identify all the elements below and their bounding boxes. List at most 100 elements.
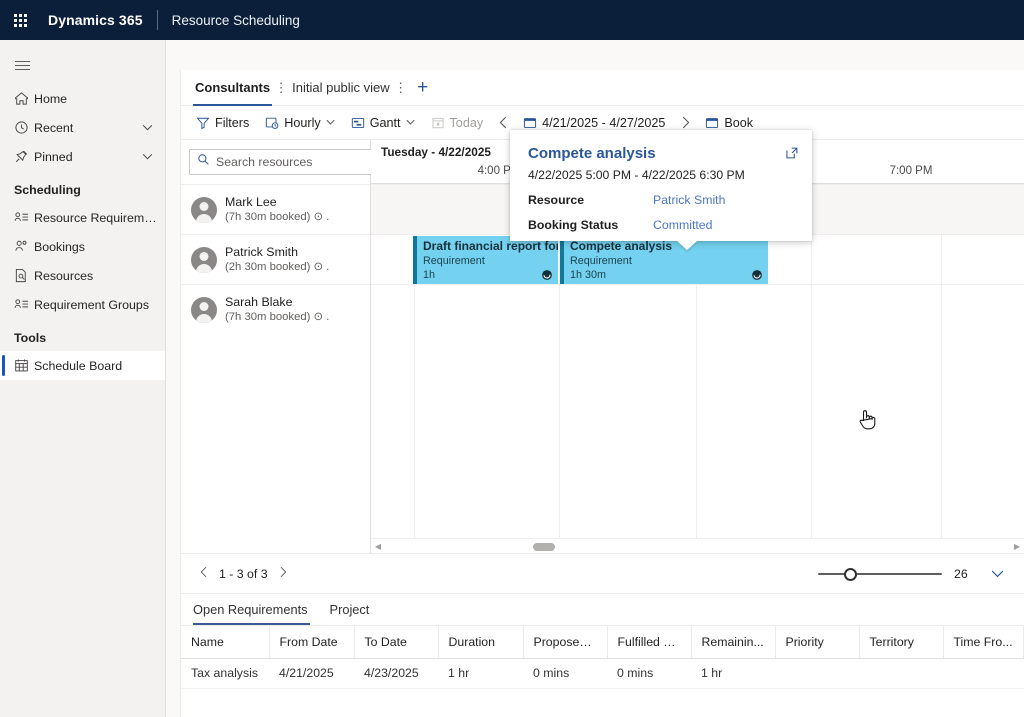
scrollbar-thumb[interactable] [533, 542, 555, 551]
sidebar-item-label: Bookings [34, 239, 85, 254]
sidebar-item-resources[interactable]: Resources [0, 261, 165, 290]
tooltip-field-resource: Resource Patrick Smith [528, 193, 796, 207]
date-range-button[interactable]: 4/21/2025 - 4/27/2025 [516, 110, 672, 136]
table-row[interactable]: Tax analysis 4/21/2025 4/23/2025 1 hr 0 … [181, 658, 1024, 689]
search-resources-box[interactable] [189, 149, 383, 175]
timeline-row[interactable] [371, 284, 1024, 334]
tooltip-title[interactable]: Compete analysis [528, 145, 656, 162]
cell-fulfilled: 0 mins [607, 658, 691, 689]
conflict-icon [541, 268, 553, 280]
tab-consultants[interactable]: Consultants [193, 70, 273, 106]
chevron-down-icon[interactable] [142, 123, 157, 133]
column-header-time-from[interactable]: Time Fro... [943, 626, 1024, 659]
sidebar-item-resource-requirements[interactable]: Resource Requireme... [0, 203, 165, 232]
grid-line [941, 184, 942, 553]
home-icon [14, 91, 34, 107]
calendar-icon [523, 116, 537, 130]
scroll-right-icon[interactable]: ▶ [1013, 541, 1021, 551]
tooltip-field-value[interactable]: Patrick Smith [653, 193, 726, 207]
chevron-down-icon[interactable] [405, 118, 415, 127]
tooltip-field-booking-status: Booking Status Committed [528, 218, 796, 232]
search-resources-input[interactable] [216, 155, 375, 169]
column-header-territory[interactable]: Territory [859, 626, 944, 659]
sidebar-collapse-button[interactable] [0, 46, 44, 84]
sidebar-item-label: Pinned [34, 149, 73, 164]
tab-consultants-menu-icon[interactable]: ⋮ [274, 80, 288, 95]
app-launcher-icon [13, 13, 27, 27]
book-label: Book [724, 115, 754, 130]
book-button[interactable]: Book [698, 110, 760, 136]
sidebar-item-home[interactable]: Home [0, 84, 165, 113]
prev-period-button[interactable] [492, 110, 514, 136]
cell-priority [775, 658, 859, 689]
booking-block[interactable]: Draft financial report for Requirement 1… [413, 236, 558, 284]
next-period-button[interactable] [674, 110, 696, 136]
tab-initial-public-view-menu-icon[interactable]: ⋮ [394, 80, 408, 95]
clock-view-icon [265, 116, 279, 130]
sidebar-item-requirement-groups[interactable]: Requirement Groups [0, 290, 165, 319]
app-launcher-button[interactable] [0, 0, 40, 40]
column-header-from-date[interactable]: From Date [269, 626, 355, 659]
resources-icon [14, 268, 34, 284]
previous-page-button[interactable] [193, 566, 215, 581]
grid-line [414, 184, 415, 553]
resource-row[interactable]: Mark Lee (7h 30m booked) ⊙ . [181, 184, 370, 234]
sidebar-item-recent[interactable]: Recent [0, 113, 165, 142]
gantt-button[interactable]: Gantt [344, 110, 422, 136]
next-page-button[interactable] [272, 566, 294, 581]
tooltip-field-value[interactable]: Committed [653, 218, 713, 232]
gantt-icon [351, 116, 365, 130]
zoom-slider[interactable] [818, 567, 942, 581]
sidebar-item-bookings[interactable]: Bookings [0, 232, 165, 261]
booking-block[interactable]: Compete analysis Requirement 1h 30m [560, 236, 768, 284]
sidebar-group-tools: Tools [14, 331, 47, 345]
requirements-table: Name From Date To Date Duration Proposed… [181, 626, 1024, 689]
scrollbar-track[interactable] [385, 539, 1010, 554]
filters-label: Filters [215, 115, 250, 130]
cell-territory [859, 658, 943, 689]
brand-title[interactable]: Dynamics 365 [48, 12, 143, 28]
booking-title: Compete analysis [570, 239, 673, 253]
app-module-name[interactable]: Resource Scheduling [171, 12, 300, 28]
search-icon [197, 153, 210, 171]
sidebar-item-label: Resource Requireme... [34, 210, 157, 225]
column-header-to-date[interactable]: To Date [354, 626, 439, 659]
timeline-horizontal-scrollbar[interactable]: ◀ ▶ [371, 538, 1024, 553]
tooltip-field-label: Resource [528, 193, 585, 207]
collapse-panel-button[interactable] [984, 561, 1010, 587]
sidebar-item-pinned[interactable]: Pinned [0, 142, 165, 171]
pager-right-controls: 26 [818, 561, 1010, 587]
resource-row[interactable]: Patrick Smith (2h 30m booked) ⊙ . [181, 234, 370, 284]
today-icon [431, 116, 445, 130]
column-header-name[interactable]: Name [181, 626, 270, 659]
sidebar-item-schedule-board[interactable]: Schedule Board [0, 351, 165, 380]
tab-project[interactable]: Project [329, 602, 370, 617]
requirement-group-icon [14, 297, 34, 313]
column-header-fulfilled[interactable]: Fulfilled D... [607, 626, 692, 659]
column-header-proposed[interactable]: Proposed ... [523, 626, 608, 659]
column-header-priority[interactable]: Priority [775, 626, 860, 659]
add-tab-button[interactable]: + [417, 76, 429, 98]
tab-initial-public-view[interactable]: Initial public view [292, 80, 390, 95]
tab-open-requirements[interactable]: Open Requirements [193, 594, 322, 625]
resource-row[interactable]: Sarah Blake (7h 30m booked) ⊙ . [181, 284, 370, 334]
today-button[interactable]: Today [424, 110, 491, 136]
slider-thumb[interactable] [844, 567, 857, 581]
booking-duration: 1h 30m [570, 269, 607, 281]
cell-name[interactable]: Tax analysis [181, 658, 269, 689]
scroll-left-icon[interactable]: ◀ [374, 541, 382, 551]
column-header-duration[interactable]: Duration [438, 626, 524, 659]
requirement-icon [14, 210, 34, 226]
conflict-icon [751, 268, 763, 280]
grid-line [696, 184, 697, 553]
hourly-button[interactable]: Hourly [258, 110, 341, 136]
filters-button[interactable]: Filters [189, 110, 256, 136]
sidebar-item-label: Resources [34, 268, 94, 283]
chevron-down-icon[interactable] [142, 152, 157, 162]
avatar [191, 246, 217, 273]
open-in-new-icon[interactable] [785, 146, 799, 160]
chevron-down-icon[interactable] [326, 118, 335, 127]
column-header-remaining[interactable]: Remainin... [691, 626, 776, 659]
sidebar: Home Recent Pinned Scheduling Resource R… [0, 40, 166, 717]
resource-booked-summary: (7h 30m booked) ⊙ . [225, 311, 330, 323]
